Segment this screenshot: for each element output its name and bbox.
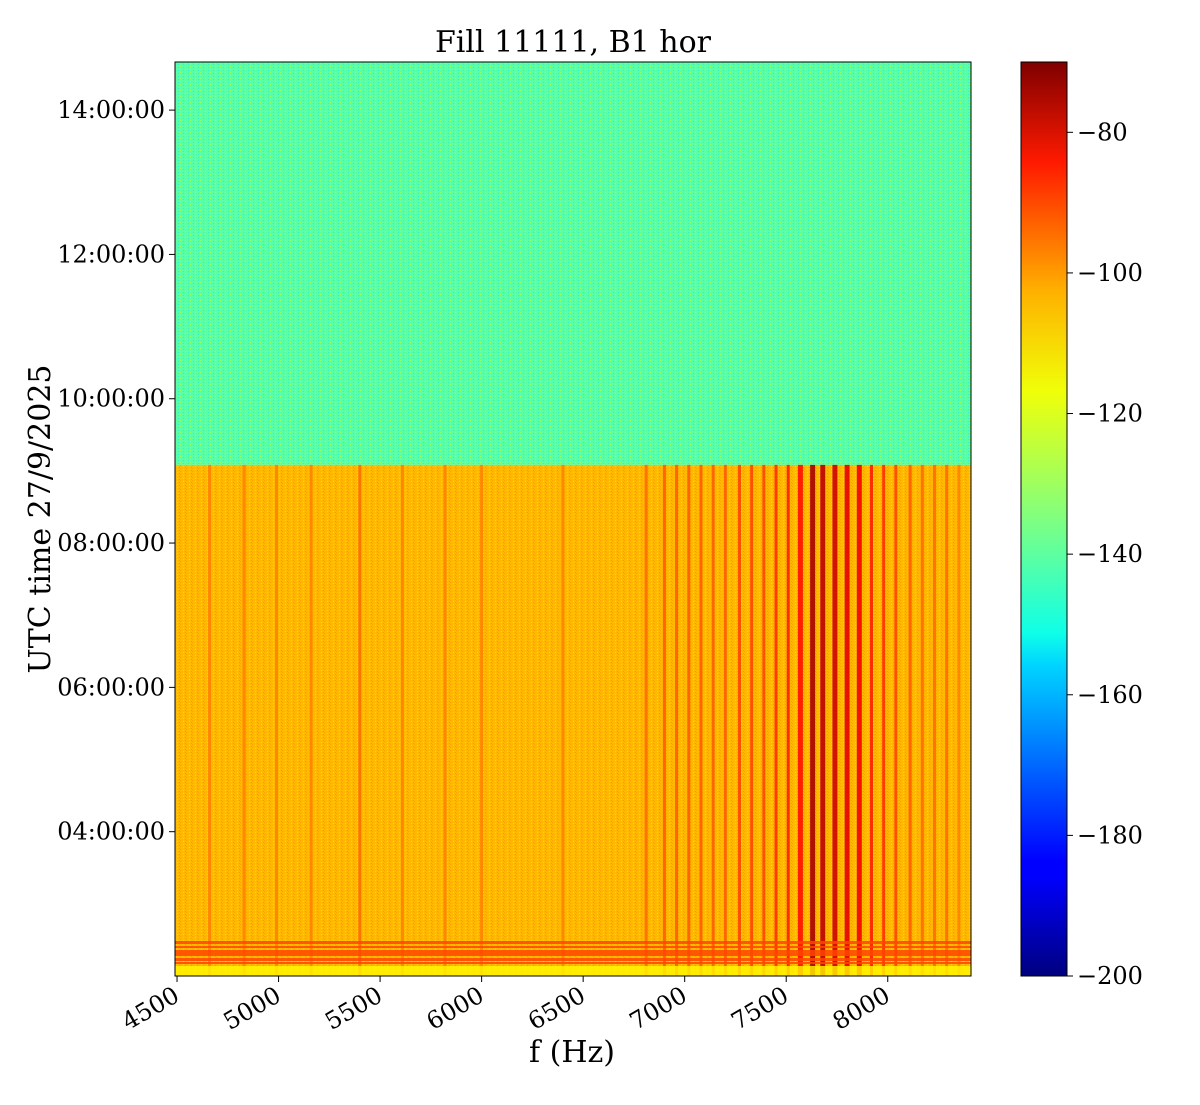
chart-title: Fill 11111, B1 hor	[435, 25, 712, 60]
colorbar-tick-label: −80	[1077, 118, 1128, 146]
colorbar-ticks: −200 −180 −160 −140 −120 −100 −80	[1067, 118, 1143, 990]
x-axis-label: f (Hz)	[529, 1035, 615, 1070]
spectral-line	[774, 464, 778, 976]
colorbar-gradient	[1020, 61, 1068, 977]
colorbar-tick-label: −100	[1077, 259, 1143, 287]
spectral-line	[400, 464, 404, 976]
colorbar-tick-label: −200	[1077, 962, 1143, 990]
plot-area	[175, 62, 971, 976]
spectral-line	[894, 464, 898, 976]
horizontal-band	[175, 946, 971, 948]
spectrogram-region-texture	[175, 464, 971, 976]
plot-frame	[174, 61, 972, 977]
spectral-line	[242, 464, 246, 976]
spectral-line	[687, 464, 691, 976]
spectral-line	[699, 464, 703, 976]
x-tick-label: 6500	[523, 981, 590, 1036]
y-axis-ticks: 04:00:00 06:00:00 08:00:00 10:00:00 12:00:00…	[57, 96, 175, 846]
horizontal-band	[175, 950, 971, 954]
x-tick-label: 4500	[117, 981, 184, 1036]
horizontal-band	[175, 962, 971, 964]
x-tick-label: 5500	[320, 981, 387, 1036]
spectral-line	[711, 464, 715, 976]
y-tick-label: 06:00:00	[57, 673, 165, 701]
spectral-line	[870, 464, 873, 976]
horizontal-band	[175, 966, 971, 976]
horizontal-band	[175, 954, 971, 956]
spectral-line	[920, 464, 924, 976]
horizontal-band	[175, 941, 971, 944]
spectral-line	[662, 464, 666, 976]
colorbar-tick-label: −120	[1077, 400, 1143, 428]
colorbar	[1020, 61, 1068, 977]
spectral-line	[208, 464, 212, 976]
y-tick-label: 10:00:00	[57, 385, 165, 413]
y-tick-label: 08:00:00	[57, 529, 165, 557]
spectral-line	[932, 464, 936, 976]
spectral-line	[945, 464, 949, 976]
y-tick-label: 14:00:00	[57, 96, 165, 124]
spectral-line	[723, 464, 727, 976]
colorbar-tick-label: −180	[1077, 821, 1143, 849]
x-tick-label: 7000	[625, 981, 692, 1036]
horizontal-band	[175, 958, 971, 961]
spectral-line	[561, 464, 565, 976]
x-tick-label: 5000	[219, 981, 286, 1036]
spectral-line	[957, 464, 961, 976]
spectral-line	[675, 464, 679, 976]
spectral-line	[275, 464, 279, 976]
colorbar-tick-label: −160	[1077, 681, 1143, 709]
spectral-line	[832, 464, 838, 976]
x-tick-label: 8000	[828, 981, 895, 1036]
spectrogram-region-texture	[175, 62, 971, 465]
spectral-line	[750, 464, 754, 976]
spectral-line	[810, 464, 816, 976]
spectral-line	[358, 464, 362, 976]
spectral-line	[738, 464, 742, 976]
x-tick-label: 6000	[422, 981, 489, 1036]
spectral-line	[644, 464, 648, 976]
spectral-line	[309, 464, 313, 976]
spectral-line	[908, 464, 912, 976]
y-axis-label: UTC time 27/9/2025	[23, 365, 58, 674]
spectral-line	[480, 464, 484, 976]
spectral-line	[762, 464, 766, 976]
spectral-line	[786, 464, 790, 976]
y-tick-label: 12:00:00	[57, 240, 165, 268]
x-tick-label: 7500	[726, 981, 793, 1036]
spectral-line	[820, 464, 826, 976]
spectral-line	[443, 464, 447, 976]
spectral-line	[882, 464, 886, 976]
x-axis-ticks: 4500 5000 5500 6000 6500 7000 7500 8000	[117, 976, 895, 1036]
colorbar-tick-label: −140	[1077, 540, 1143, 568]
spectral-line	[797, 464, 803, 976]
spectral-line	[844, 464, 850, 976]
y-tick-label: 04:00:00	[57, 818, 165, 846]
spectral-line	[856, 464, 862, 976]
